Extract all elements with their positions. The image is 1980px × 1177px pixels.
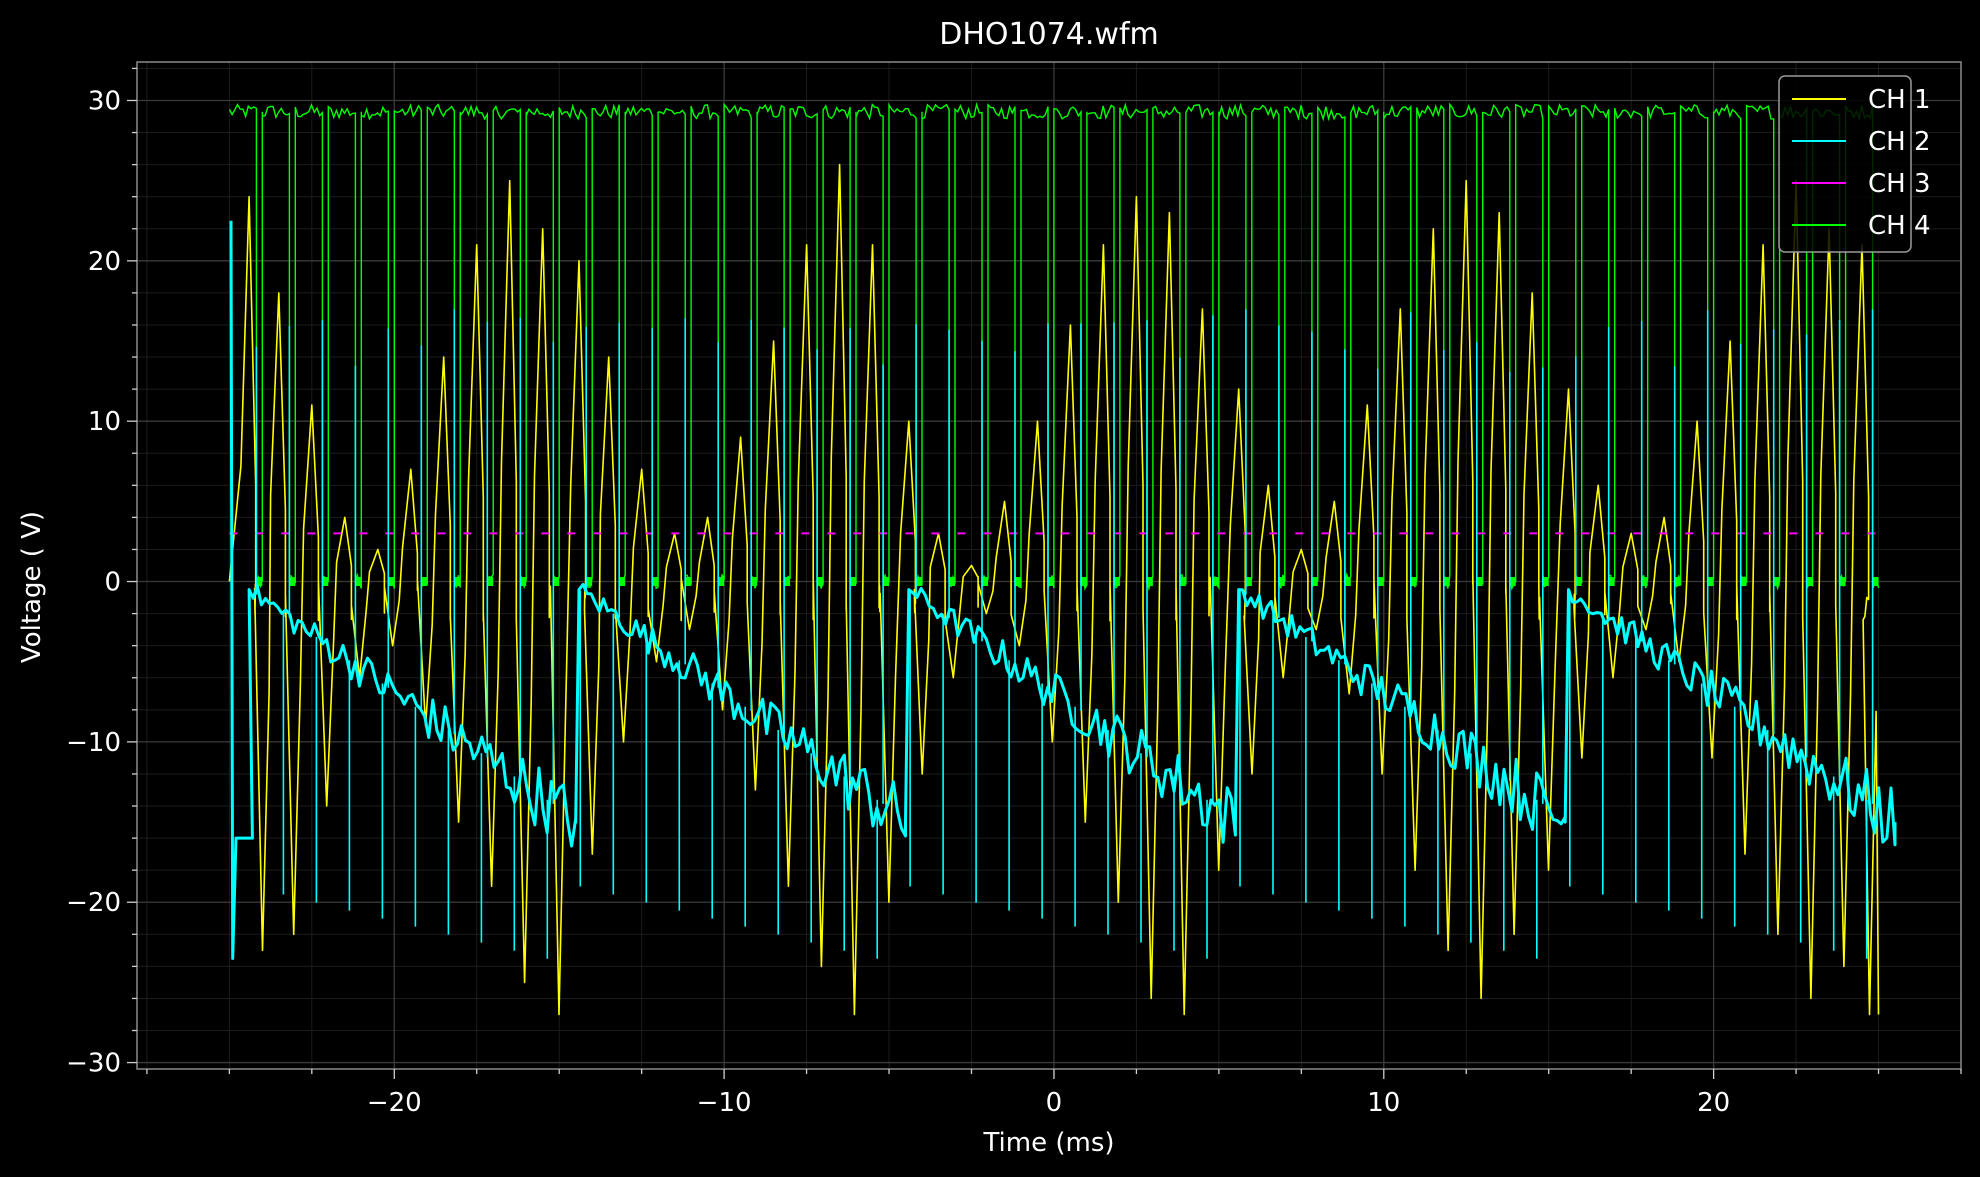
legend: CH 1 CH 2 CH 3 CH 4	[1778, 75, 1931, 253]
x-tick-label: 20	[1697, 1088, 1730, 1118]
x-tick-label: −10	[697, 1088, 752, 1118]
y-tick-label: −10	[66, 728, 121, 758]
x-tick-label: 10	[1367, 1088, 1400, 1118]
legend-box	[1778, 75, 1912, 253]
y-tick-label: 30	[88, 86, 121, 116]
y-tick-label: 0	[104, 568, 121, 598]
y-tick-labels: 30 20 10 0 −10 −20 −30	[66, 86, 121, 1078]
plot-frame	[136, 61, 1962, 1070]
plot-area	[228, 101, 1897, 1016]
series-ch1-line	[228, 163, 1880, 1016]
x-tick-label: −20	[367, 1088, 422, 1118]
y-tick-label: −30	[66, 1049, 121, 1079]
legend-label-ch2: CH 2	[1868, 127, 1931, 157]
y-tick-label: −20	[66, 888, 121, 918]
chart-title: DHO1074.wfm	[939, 17, 1158, 52]
series-ch2-spikes	[255, 309, 1874, 959]
axis-ticks	[127, 67, 1962, 1079]
y-axis-label: Voltage ( V)	[17, 511, 47, 663]
y-tick-label: 10	[88, 407, 121, 437]
x-axis-label: Time (ms)	[982, 1128, 1114, 1158]
legend-label-ch3: CH 3	[1868, 169, 1931, 199]
x-tick-label: 0	[1046, 1088, 1063, 1118]
y-tick-label: 20	[88, 247, 121, 277]
legend-label-ch4: CH 4	[1868, 211, 1931, 241]
series-ch4-line	[228, 101, 1880, 592]
legend-label-ch1: CH 1	[1868, 85, 1931, 115]
x-tick-labels: −20 −10 0 10 20	[367, 1088, 1730, 1118]
